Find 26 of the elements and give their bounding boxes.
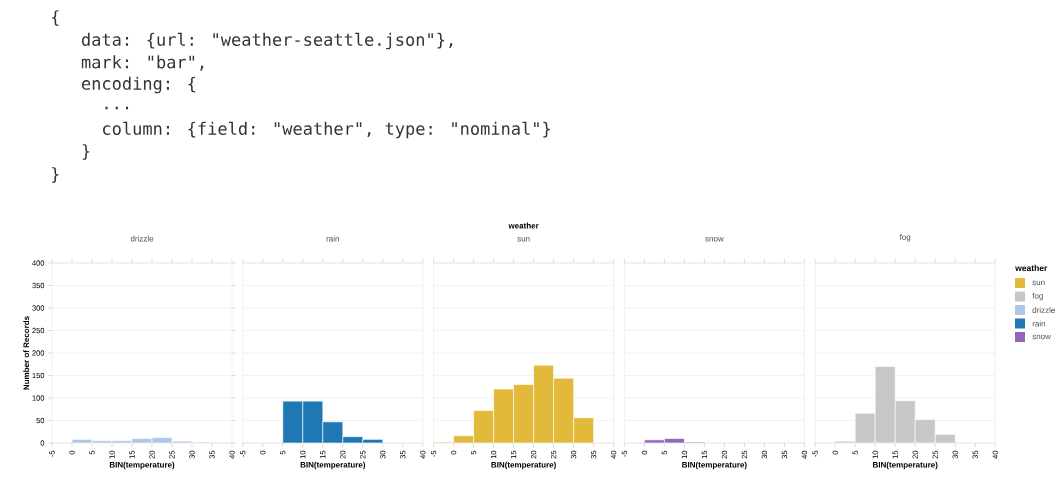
chart-title: snow xyxy=(705,237,724,242)
chart-title: fog xyxy=(899,234,911,242)
text: mark: "bar", xyxy=(81,55,204,71)
text: ... xyxy=(105,106,129,110)
category-label: rain xyxy=(1032,320,1046,327)
x-axis-title: BIN(temperature) xyxy=(491,461,556,470)
chart-title: drizzle xyxy=(130,235,154,242)
y-axis-title: Number of Records xyxy=(23,316,30,390)
text: column: {field: "weather", type: "nominal"} xyxy=(103,121,550,139)
chart-title: sun xyxy=(517,237,530,242)
x-axis-title: BIN(temperature) xyxy=(300,461,366,470)
text: weather xyxy=(1015,264,1048,272)
text: data: {url: "weather-seattle.json"}, xyxy=(81,32,453,50)
text: { xyxy=(52,10,59,26)
category-label: drizzle xyxy=(1032,307,1055,313)
category-label: snow xyxy=(1032,334,1051,340)
text: } xyxy=(82,144,90,160)
text: weather xyxy=(508,222,539,229)
text: encoding: { xyxy=(81,76,196,94)
x-axis-title: BIN(temperature) xyxy=(873,461,938,470)
x-axis-title: BIN(temperature) xyxy=(682,461,747,470)
category-label: fog xyxy=(1032,292,1043,301)
text: } xyxy=(52,167,59,183)
chart-title: rain xyxy=(326,235,339,242)
category-label: sun xyxy=(1032,280,1045,286)
x-axis-title: BIN(temperature) xyxy=(109,461,175,470)
